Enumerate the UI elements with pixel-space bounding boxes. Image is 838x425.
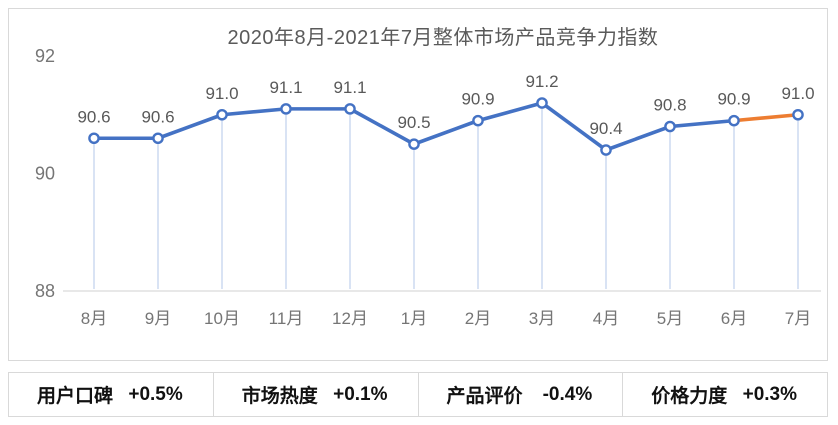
data-point-marker [280, 103, 292, 115]
metric-value: -0.4% [542, 383, 593, 405]
data-label: 90.6 [141, 107, 174, 126]
x-tick-label: 6月 [721, 309, 747, 328]
data-point-marker [728, 114, 740, 127]
data-point-marker [792, 108, 804, 121]
data-label: 91.1 [269, 78, 302, 97]
metric-product-rating: 产品评价 -0.4% [419, 373, 624, 416]
metric-price-strength: 价格力度 +0.3% [623, 373, 827, 416]
x-tick-label: 9月 [145, 309, 171, 328]
metric-label: 价格力度 [651, 386, 728, 407]
y-tick-label: 92 [35, 46, 55, 66]
data-label: 90.5 [397, 113, 430, 132]
x-tick-label: 2月 [465, 309, 491, 328]
x-tick-label: 1月 [401, 309, 427, 328]
data-point-marker [472, 114, 484, 127]
data-point-marker [408, 138, 420, 150]
data-label: 91.1 [333, 78, 366, 97]
x-tick-label: 8月 [81, 309, 107, 328]
data-label: 90.9 [717, 90, 750, 109]
x-tick-label: 7月 [785, 309, 811, 328]
y-tick-label: 88 [35, 281, 55, 301]
metric-user-reputation: 用户口碑 +0.5% [9, 373, 214, 416]
metric-label: 用户口碑 [37, 386, 114, 407]
metric-label: 市场热度 [241, 386, 318, 407]
data-point-marker [152, 132, 164, 145]
metric-value: +0.3% [742, 383, 797, 405]
data-label: 90.6 [77, 107, 110, 126]
data-label: 91.0 [205, 84, 238, 103]
competitiveness-index-chart: 2020年8月-2021年7月整体市场产品竞争力指数 92 90 88 90.6 8月 9… [8, 8, 828, 361]
x-tick-label: 11月 [269, 309, 304, 328]
metric-label: 产品评价 [446, 386, 523, 407]
data-label: 91.2 [525, 72, 558, 91]
data-point-marker [344, 103, 356, 115]
data-point-marker [664, 120, 676, 133]
data-point-marker [88, 132, 100, 145]
x-tick-label: 12月 [332, 309, 368, 328]
x-tick-label: 5月 [657, 309, 683, 328]
data-point-marker [216, 108, 228, 121]
metric-value: +0.1% [333, 383, 388, 405]
data-point-marker [536, 97, 548, 109]
y-tick-label: 90 [35, 164, 55, 184]
line-chart-canvas: 92 90 88 90.6 8月 90.6 9月 91.0 10月 91.1 11月 91.1 12月 9… [35, 46, 821, 328]
series-line-highlighted-segment [732, 112, 800, 123]
chart-title: 2020年8月-2021年7月整体市场产品竞争力指数 [227, 27, 659, 49]
data-label: 90.4 [589, 119, 622, 138]
data-label: 90.9 [461, 90, 494, 109]
metrics-summary-bar: 用户口碑 +0.5% 市场热度 +0.1% 产品评价 -0.4% 价格力度 +0… [8, 372, 828, 417]
data-point-marker [600, 144, 612, 156]
metric-value: +0.5% [128, 383, 183, 405]
x-tick-label: 4月 [593, 309, 619, 328]
data-label: 91.0 [781, 84, 814, 103]
x-tick-label: 3月 [529, 309, 555, 328]
data-label: 90.8 [653, 96, 686, 115]
x-tick-label: 10月 [204, 309, 240, 328]
metric-market-heat: 市场热度 +0.1% [214, 373, 419, 416]
